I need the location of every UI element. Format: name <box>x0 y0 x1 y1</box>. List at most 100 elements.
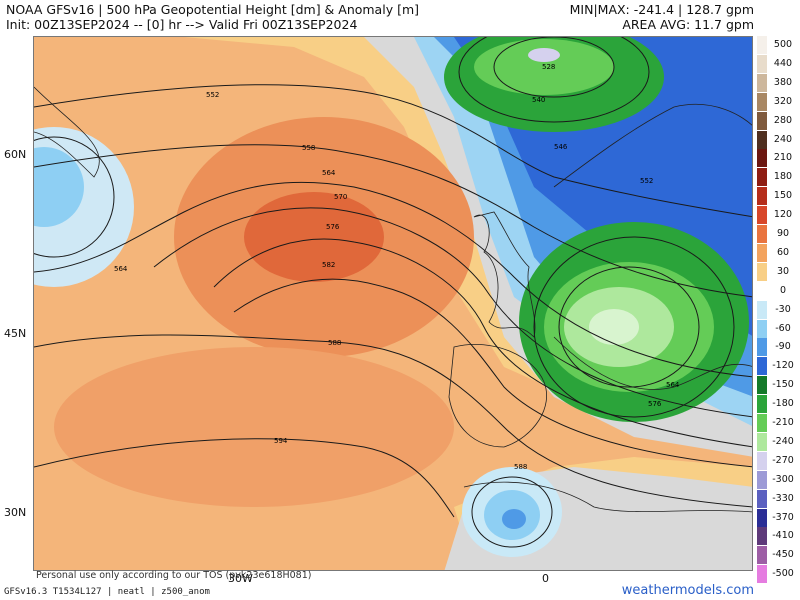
colorbar-swatch <box>757 395 767 414</box>
lat-label-30n: 30N <box>4 506 27 519</box>
contour-label: 594 <box>274 437 288 445</box>
contour-labels: 552 558 564 570 576 582 588 594 588 564 … <box>114 63 680 471</box>
colorbar-swatch <box>757 432 767 451</box>
lat-label-45n: 45N <box>4 327 27 340</box>
colorbar-swatch <box>757 319 767 338</box>
chart-title-block: NOAA GFSv16 | 500 hPa Geopotential Heigh… <box>6 2 419 32</box>
contour-582 <box>233 278 752 468</box>
colorbar-swatch <box>757 243 767 262</box>
chart-title: NOAA GFSv16 | 500 hPa Geopotential Heigh… <box>6 2 419 17</box>
contour-label: 588 <box>514 463 527 471</box>
cutoff-low-core <box>502 509 526 529</box>
colorbar-label: -330 <box>772 492 794 504</box>
colorbar-swatch <box>757 73 767 92</box>
colorbar-label: 500 <box>773 39 793 50</box>
colorbar-label: 320 <box>773 95 793 107</box>
contour-label: 582 <box>322 261 335 269</box>
coastlines <box>34 86 752 513</box>
colorbar-label: -370 <box>772 511 794 523</box>
stats-block: MIN|MAX: -241.4 | 128.7 gpm AREA AVG: 11… <box>570 2 754 32</box>
contour-west-low <box>34 136 115 258</box>
scandinavia-coast <box>553 103 752 188</box>
north-low-center <box>528 48 560 62</box>
contour-europe-low-inner <box>558 266 700 388</box>
colorbar-row: 60 <box>757 243 798 262</box>
colorbar-row: 30 <box>757 262 798 281</box>
colorbar-label: 180 <box>773 171 793 183</box>
lon-label-0: 0 <box>542 572 549 585</box>
colorbar-row: -500 <box>757 565 798 584</box>
colorbar-label: -410 <box>772 530 794 542</box>
colorbar-swatch <box>757 546 767 565</box>
colorbar-swatch <box>757 111 767 130</box>
contour-label: 552 <box>640 177 653 185</box>
contour-552 <box>34 84 752 218</box>
colorbar-swatch <box>757 300 767 319</box>
colorbar-label: 60 <box>776 246 790 258</box>
contour-570 <box>153 207 752 418</box>
colorbar-label: -300 <box>772 473 794 485</box>
colorbar-swatch <box>757 376 767 395</box>
colorbar-row: -240 <box>757 432 798 451</box>
colorbar-row: -120 <box>757 357 798 376</box>
min-max-stat: MIN|MAX: -241.4 | 128.7 gpm <box>569 2 754 17</box>
iberia-coast <box>448 343 547 448</box>
colorbar-swatch <box>757 187 767 206</box>
colorbar-row: 240 <box>757 130 798 149</box>
colorbar-label: 30 <box>776 265 790 277</box>
colorbar-row: -90 <box>757 338 798 357</box>
colorbar-row: 120 <box>757 206 798 225</box>
contour-564 <box>34 181 752 378</box>
colorbar-swatch <box>757 508 767 527</box>
colorbar-swatch <box>757 206 767 225</box>
height-contours <box>34 37 752 548</box>
brand-link[interactable]: weathermodels.com <box>621 583 754 598</box>
colorbar-label: 240 <box>773 133 793 145</box>
colorbar-row: 280 <box>757 111 798 130</box>
colorbar-swatch <box>757 527 767 546</box>
contour-label: 552 <box>206 91 219 99</box>
north-africa-coast <box>463 481 752 513</box>
colorbar-swatch <box>757 92 767 111</box>
colorbar-swatch <box>757 414 767 432</box>
colorbar-label: 0 <box>779 284 787 296</box>
colorbar-label: -30 <box>775 303 791 315</box>
colorbar-swatch <box>757 36 767 54</box>
colorbar-swatch <box>757 149 767 168</box>
contour-576 <box>213 238 752 448</box>
colorbar-row: 500 <box>757 36 798 54</box>
contour-label: 558 <box>302 144 315 152</box>
anomaly-colorbar: 500 440 380 320 280 240 210 180 150 120 90 60 30 0 -30… <box>757 36 798 584</box>
valid-time: Init: 00Z13SEP2024 -- [0] hr --> Valid F… <box>6 17 358 32</box>
colorbar-row: -370 <box>757 508 798 527</box>
map-panel: 552 558 564 570 576 582 588 594 588 564 … <box>33 36 753 571</box>
colorbar-label: -210 <box>772 417 794 428</box>
contour-label: 588 <box>328 339 341 347</box>
colorbar-swatch <box>757 281 767 300</box>
colorbar-row: -30 <box>757 300 798 319</box>
greenland-coast <box>34 86 100 178</box>
colorbar-row: 210 <box>757 149 798 168</box>
contour-label: 570 <box>334 193 347 201</box>
colorbar-label: -60 <box>775 322 791 334</box>
colorbar-row: 90 <box>757 225 798 243</box>
colorbar-row: -270 <box>757 451 798 470</box>
area-avg-stat: AREA AVG: 11.7 gpm <box>622 17 754 32</box>
lat-label-60n: 60N <box>4 148 27 161</box>
contour-label: 540 <box>532 96 545 104</box>
colorbar-label: -500 <box>772 568 794 580</box>
colorbar-row: 320 <box>757 92 798 111</box>
colorbar-swatch <box>757 338 767 357</box>
colorbar-row: 150 <box>757 187 798 206</box>
contour-588 <box>34 334 752 508</box>
contour-cutoff-low <box>471 476 553 548</box>
colorbar-swatch <box>757 225 767 243</box>
tos-notice: Personal use only according to our TOS (… <box>36 570 312 581</box>
colorbar-label: 280 <box>773 114 793 126</box>
west-negative-core <box>34 147 84 227</box>
contour-label: 564 <box>322 169 336 177</box>
colorbar-label: 90 <box>776 228 790 239</box>
colorbar-swatch <box>757 470 767 489</box>
colorbar-row: -150 <box>757 376 798 395</box>
mediterranean-coast <box>553 336 752 390</box>
